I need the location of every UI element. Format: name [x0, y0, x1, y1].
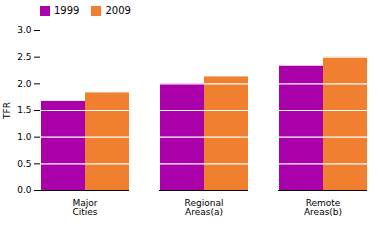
svg-text:3.0: 3.0	[17, 25, 32, 35]
svg-text:TFR: TFR	[2, 102, 12, 120]
svg-text:0.0: 0.0	[17, 185, 32, 195]
svg-text:0.5: 0.5	[17, 159, 31, 169]
svg-text:2.5: 2.5	[17, 52, 31, 62]
html-text:1999: 1999	[54, 5, 80, 16]
svg-text:1.0: 1.0	[17, 132, 32, 142]
html-text:2009: 2009	[105, 5, 131, 16]
svg-text:RemoteAreas(b): RemoteAreas(b)	[304, 198, 342, 217]
svg-text:2.0: 2.0	[17, 79, 32, 89]
svg-text:RegionalAreas(a): RegionalAreas(a)	[185, 198, 224, 217]
svg-text:1.5: 1.5	[17, 105, 31, 115]
svg-text:MajorCities: MajorCities	[72, 198, 97, 217]
